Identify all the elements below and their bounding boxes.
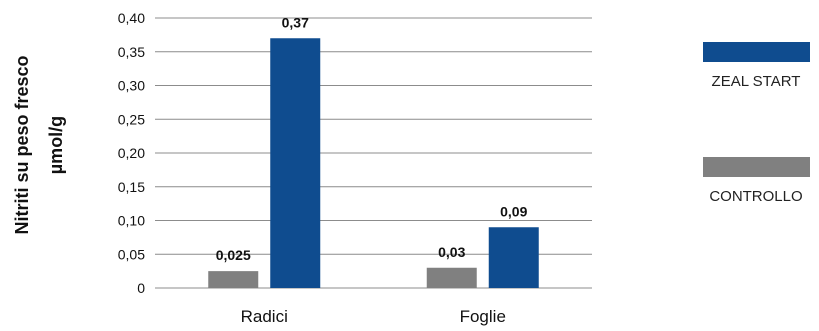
bar (208, 271, 259, 288)
data-label: 0,37 (282, 14, 309, 30)
x-axis-categories: Radici Foglie (241, 307, 506, 326)
data-label: 0,025 (216, 247, 251, 263)
y-axis-label-line-2: µmol/g (46, 116, 66, 174)
bars: 0,025 0,37 0,03 0,09 (208, 14, 539, 288)
bar (270, 38, 321, 288)
y-tick-label: 0 (137, 280, 145, 296)
y-tick-label: 0,20 (118, 145, 145, 161)
legend-label: ZEAL START (712, 73, 801, 90)
legend-swatch (703, 157, 810, 177)
x-category-label: Radici (241, 307, 288, 326)
grid-lines (155, 17, 592, 289)
y-tick-label: 0,35 (118, 44, 145, 60)
legend-swatch (703, 42, 810, 62)
data-label: 0,03 (438, 244, 465, 260)
y-tick-label: 0,15 (118, 179, 145, 195)
legend: ZEAL START CONTROLLO (703, 42, 810, 205)
y-tick-label: 0,30 (118, 78, 145, 94)
data-label: 0,09 (500, 203, 527, 219)
y-tick-label: 0,25 (118, 111, 145, 127)
y-tick-label: 0,10 (118, 213, 145, 229)
y-axis-label-line-1: Nitriti su peso fresco (12, 55, 32, 234)
bar (488, 227, 539, 288)
y-axis-ticks: 0 0,05 0,10 0,15 0,20 0,25 0,30 0,35 0,40 (118, 10, 145, 296)
bar (426, 267, 477, 288)
y-tick-label: 0,05 (118, 246, 145, 262)
y-tick-label: 0,40 (118, 10, 145, 26)
x-category-label: Foglie (460, 307, 506, 326)
legend-label: CONTROLLO (709, 188, 802, 205)
